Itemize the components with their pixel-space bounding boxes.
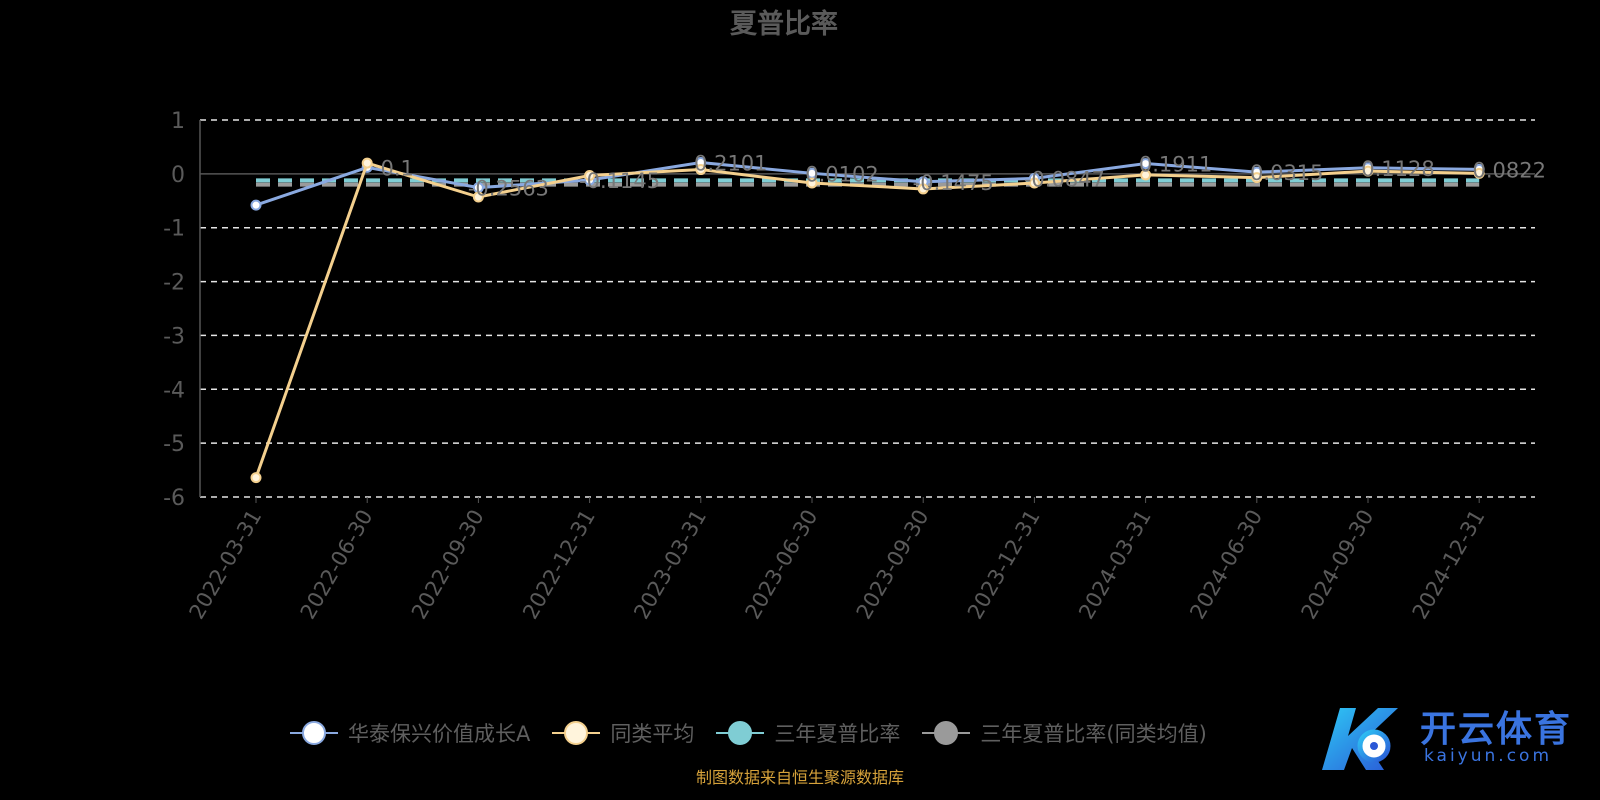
data-point bbox=[695, 164, 707, 176]
data-point bbox=[1028, 177, 1040, 189]
legend-item-fund[interactable]: 华泰保兴价值成长A bbox=[290, 718, 530, 748]
data-label: -0.1145 bbox=[579, 169, 660, 193]
data-point bbox=[1140, 158, 1152, 170]
x-tick-label: 2023-03-31 bbox=[629, 506, 711, 624]
y-tick-label: -6 bbox=[163, 486, 185, 511]
grid bbox=[200, 119, 1535, 498]
data-point bbox=[1473, 167, 1485, 179]
data-source-note: 制图数据来自恒生聚源数据库 bbox=[695, 768, 904, 787]
x-tick-label: 2023-12-31 bbox=[963, 506, 1045, 624]
legend: 华泰保兴价值成长A 同类平均 三年夏普比率 三年夏普比率(同类均值) bbox=[290, 718, 1207, 748]
data-label: 0.0102 bbox=[805, 162, 878, 186]
legend-item-three-year-peer[interactable]: 三年夏普比率(同类均值) bbox=[922, 718, 1207, 748]
data-label: -0.2563 bbox=[468, 177, 549, 201]
legend-label: 华泰保兴价值成长A bbox=[348, 722, 531, 746]
data-label: 0.0822 bbox=[1472, 158, 1545, 182]
legend-three-year-marker-icon bbox=[716, 720, 765, 746]
legend-label: 三年夏普比率(同类均值) bbox=[980, 722, 1207, 746]
x-tick-label: 2024-09-30 bbox=[1297, 506, 1379, 624]
y-tick-label: -3 bbox=[163, 324, 185, 349]
data-label: 0.0315 bbox=[1250, 161, 1323, 185]
x-tick-label: 2023-09-30 bbox=[852, 505, 934, 623]
data-label: 0.2101 bbox=[694, 152, 767, 176]
y-tick-label: -1 bbox=[163, 217, 185, 242]
data-label: -0.0847 bbox=[1024, 167, 1105, 191]
legend-item-three-year-sharpe[interactable]: 三年夏普比率 bbox=[716, 718, 900, 748]
logo-subtext: kaiyun.com bbox=[1424, 746, 1553, 766]
data-labels: 0.1 -0.2563 -0.1145 0.2101 0.0102 -0.1475 -0.0… bbox=[380, 152, 1545, 201]
y-tick-label: -2 bbox=[163, 271, 185, 296]
data-point bbox=[472, 191, 484, 203]
data-point bbox=[806, 177, 818, 189]
data-point bbox=[250, 472, 262, 484]
logo-text: 开云体育 bbox=[1420, 709, 1573, 750]
x-tick-label: 2023-06-30 bbox=[741, 506, 823, 624]
legend-fund-marker-icon bbox=[290, 720, 338, 746]
data-point bbox=[917, 183, 929, 195]
series-lines bbox=[250, 157, 1485, 484]
data-label: 0.1911 bbox=[1139, 153, 1212, 177]
chart-title: 夏普比率 bbox=[730, 8, 838, 40]
x-tick-label: 2022-12-31 bbox=[518, 506, 600, 624]
x-tick-label: 2022-09-30 bbox=[407, 506, 489, 624]
x-tick-label: 2024-06-30 bbox=[1185, 506, 1267, 624]
x-tick-label: 2024-12-31 bbox=[1408, 506, 1490, 624]
legend-three-year-peer-marker-icon bbox=[922, 720, 971, 746]
y-tick-label: -5 bbox=[163, 432, 185, 457]
data-point bbox=[1140, 169, 1152, 181]
legend-label: 三年夏普比率 bbox=[774, 722, 901, 746]
legend-label: 同类平均 bbox=[610, 722, 695, 746]
x-tick-label: 2024-03-31 bbox=[1074, 506, 1156, 624]
data-label: -0.1475 bbox=[913, 171, 994, 195]
y-tick-label: 1 bbox=[171, 109, 185, 134]
series-line bbox=[254, 161, 1480, 479]
data-point bbox=[584, 169, 596, 181]
kaiyun-logo-icon bbox=[1322, 708, 1398, 770]
data-point bbox=[250, 199, 262, 211]
data-label: 0.1128 bbox=[1361, 157, 1434, 181]
data-point bbox=[1251, 172, 1263, 184]
data-label: 0.1 bbox=[380, 156, 413, 180]
series-line bbox=[255, 161, 1480, 207]
data-point bbox=[1362, 165, 1374, 177]
legend-item-peer-average[interactable]: 同类平均 bbox=[552, 718, 694, 748]
data-point bbox=[361, 157, 373, 169]
y-tick-label: 0 bbox=[171, 163, 185, 188]
legend-peer-marker-icon bbox=[552, 720, 601, 746]
x-tick-label: 2022-03-31 bbox=[185, 506, 267, 624]
y-tick-label: -4 bbox=[163, 378, 185, 403]
x-tick-label: 2022-06-30 bbox=[296, 506, 378, 624]
